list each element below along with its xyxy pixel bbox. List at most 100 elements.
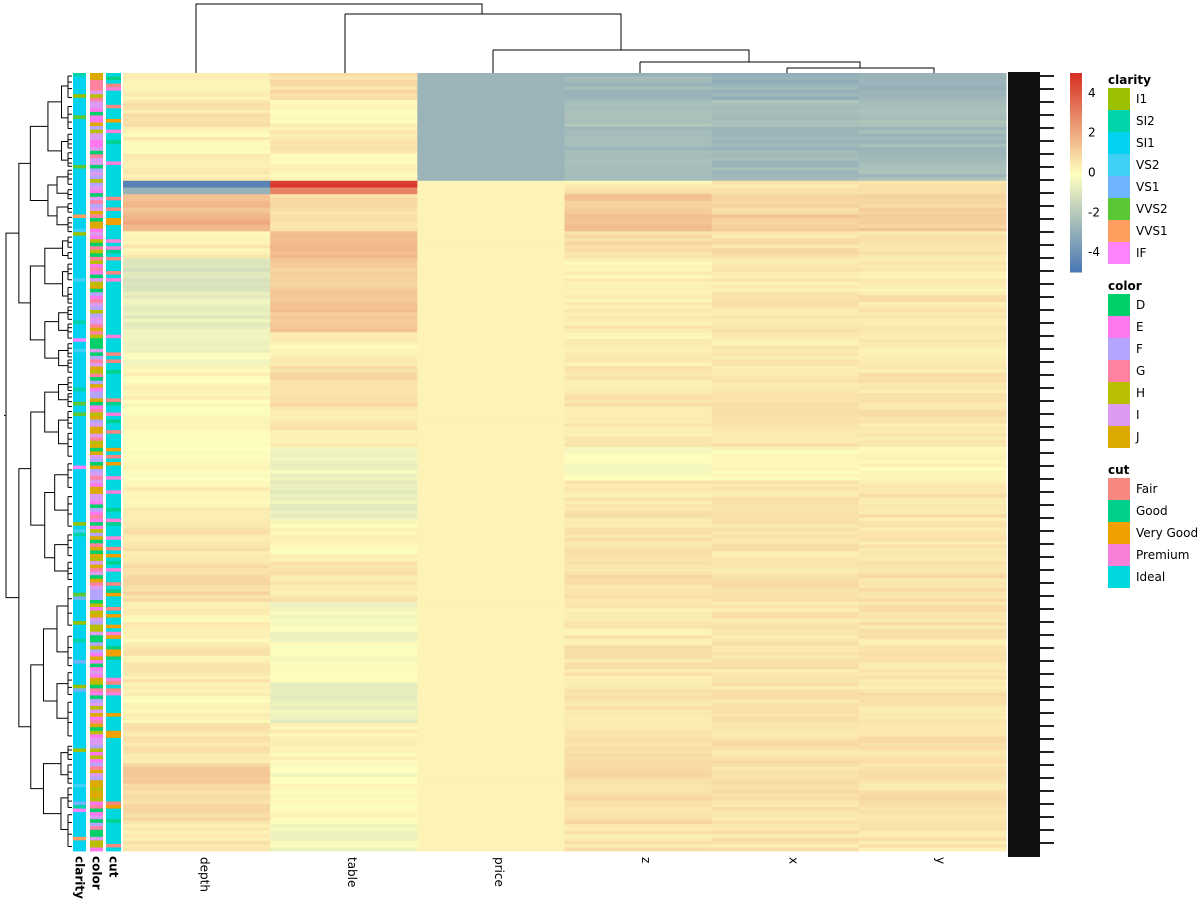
heatmap-cell <box>417 817 565 822</box>
heatmap-cell <box>123 288 271 293</box>
heatmap-cell <box>711 366 860 370</box>
annotation-cell <box>73 133 86 138</box>
heatmap-cell <box>564 440 713 444</box>
heatmap-cell <box>564 773 713 778</box>
heatmap-cell <box>564 204 713 209</box>
heatmap-cell <box>417 571 565 576</box>
heatmap-cell <box>123 807 271 811</box>
heatmap-cell <box>417 180 565 185</box>
heatmap-cell <box>564 254 713 259</box>
annotation-cell <box>106 221 121 226</box>
heatmap-cell <box>417 194 565 199</box>
heatmap-cell <box>564 531 713 535</box>
annotation-cell <box>73 720 86 725</box>
heatmap-cell <box>417 473 565 478</box>
heatmap-cell <box>417 793 565 798</box>
legend-swatch <box>1108 132 1130 154</box>
annotation-cell <box>106 317 121 321</box>
heatmap-cell <box>711 403 860 407</box>
annotation-cell <box>73 73 86 77</box>
heatmap-cell <box>123 258 271 263</box>
annotation-cell <box>73 727 86 732</box>
heatmap-cell <box>711 780 860 785</box>
heatmap-cell <box>711 635 860 640</box>
heatmap-cell <box>711 844 860 849</box>
heatmap-cell <box>564 403 713 407</box>
heatmap-cell <box>417 366 565 370</box>
heatmap-cell <box>564 234 713 239</box>
annotation-cell <box>90 507 103 512</box>
heatmap-cell <box>711 517 860 522</box>
heatmap-cell <box>858 399 1007 404</box>
heatmap-cell <box>270 803 418 808</box>
heatmap-cell <box>564 605 713 609</box>
row-label-mark <box>1040 88 1054 90</box>
heatmap-cell <box>858 335 1007 340</box>
annotation-cell <box>90 391 103 396</box>
heatmap-cell <box>270 733 418 737</box>
heatmap-cell <box>858 349 1007 353</box>
heatmap-cell <box>564 258 713 263</box>
heatmap-cell <box>711 302 860 306</box>
row-label-mark <box>1040 244 1054 246</box>
annotation-cell <box>106 440 121 445</box>
annotation-cell <box>106 532 121 537</box>
legend-item: IF <box>1108 242 1200 264</box>
heatmap-cell <box>858 238 1007 242</box>
heatmap-cell <box>417 285 565 289</box>
heatmap-cell <box>270 264 418 269</box>
heatmap-cell <box>711 123 860 128</box>
heatmap-cell <box>564 588 713 593</box>
color-scale-step <box>1070 159 1082 164</box>
column-label: y <box>933 857 947 864</box>
heatmap-cell <box>564 288 713 293</box>
annotation-cell <box>73 154 86 159</box>
heatmap-cell <box>564 167 713 172</box>
heatmap-cell <box>564 153 713 158</box>
annotation-cell <box>90 691 103 696</box>
heatmap-cell <box>858 315 1007 320</box>
annotation-cell <box>73 642 86 647</box>
heatmap-cell <box>417 231 565 236</box>
heatmap-cell <box>417 527 565 532</box>
annotation-cell <box>106 256 121 261</box>
heatmap-cell <box>270 150 418 155</box>
annotation-cell <box>73 341 86 346</box>
heatmap-cell <box>711 638 860 643</box>
heatmap-cell <box>270 241 418 246</box>
heatmap-cell <box>123 763 271 768</box>
heatmap-cell <box>564 790 713 795</box>
heatmap-cell <box>711 281 860 286</box>
heatmap-cell <box>123 561 271 566</box>
heatmap-cell <box>564 295 713 300</box>
annotation-cell <box>73 200 86 205</box>
heatmap-cell <box>123 655 271 660</box>
annotation-cell <box>73 299 86 304</box>
heatmap-cell <box>123 483 271 488</box>
annotation-cell <box>106 462 121 466</box>
annotation-cell <box>73 773 86 778</box>
heatmap-cell <box>123 463 271 468</box>
heatmap-cell <box>564 780 713 785</box>
heatmap-cell <box>417 73 565 77</box>
heatmap-cell <box>270 490 418 495</box>
heatmap-cell <box>123 480 271 485</box>
heatmap-cell <box>858 248 1007 252</box>
heatmap-cell <box>270 184 418 188</box>
heatmap-cell <box>270 557 418 562</box>
heatmap-cell <box>711 561 860 566</box>
annotation-cell <box>90 359 103 364</box>
heatmap-cell <box>711 753 860 758</box>
heatmap-cell <box>858 241 1007 246</box>
heatmap-cell <box>270 258 418 263</box>
heatmap-cell <box>123 618 271 623</box>
heatmap-cell <box>711 130 860 135</box>
heatmap-cell <box>417 467 565 471</box>
annotation-cell <box>90 200 103 205</box>
annotation-cell <box>106 522 121 527</box>
heatmap-cell <box>123 79 271 84</box>
annotation-cell <box>73 143 86 148</box>
heatmap-cell <box>123 419 271 424</box>
annotation-cell <box>90 486 103 491</box>
legend-item: Good <box>1108 500 1200 522</box>
